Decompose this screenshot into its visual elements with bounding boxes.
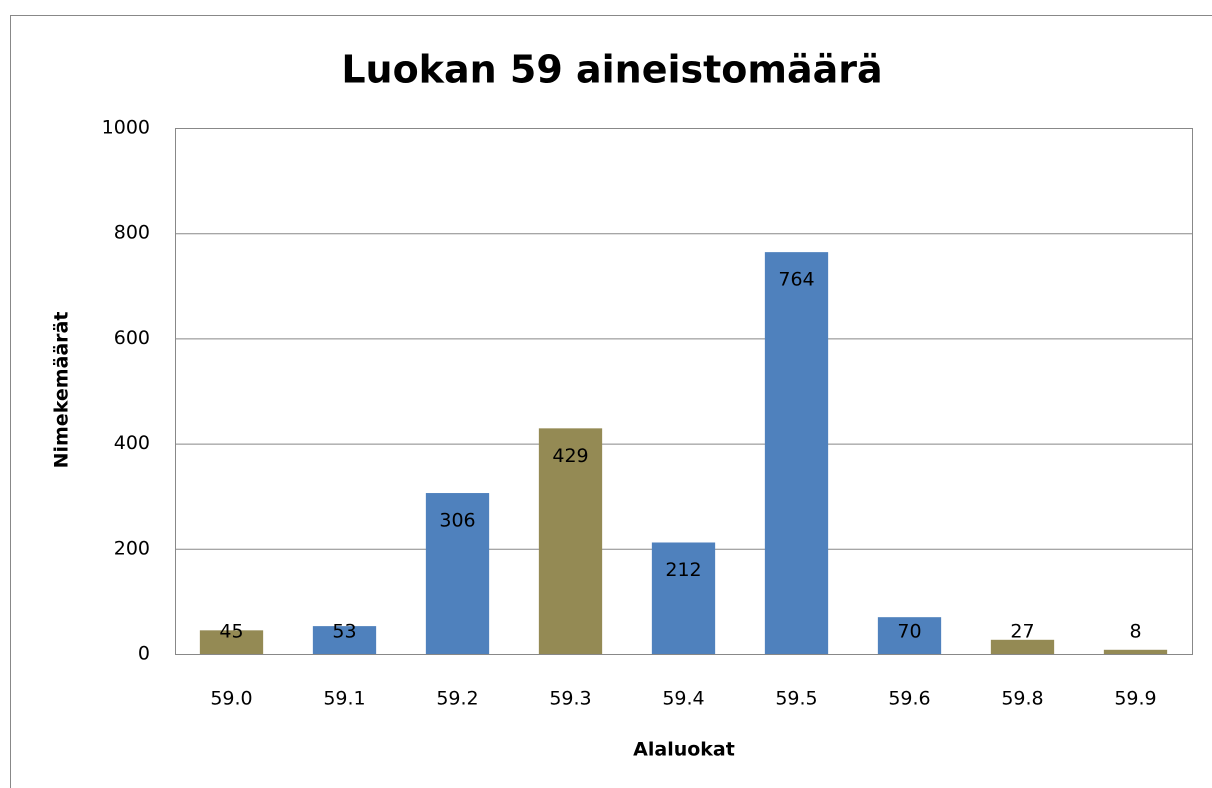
y-tick-label: 400 — [114, 432, 150, 454]
data-label: 306 — [439, 510, 475, 532]
bar — [199, 630, 264, 654]
y-tick-label: 200 — [114, 537, 150, 559]
data-label: 429 — [552, 445, 588, 467]
data-label: 45 — [219, 621, 243, 643]
y-tick-label: 0 — [138, 643, 150, 665]
y-tick-label: 1000 — [102, 117, 150, 139]
data-label: 70 — [897, 621, 921, 643]
x-tick-label: 59.3 — [549, 688, 591, 710]
bar — [425, 493, 490, 654]
x-tick-label: 59.4 — [662, 688, 704, 710]
bar — [764, 252, 829, 655]
bar — [538, 428, 603, 654]
x-tick-label: 59.2 — [436, 688, 478, 710]
x-tick-label: 59.8 — [1001, 688, 1043, 710]
bar — [877, 617, 942, 654]
y-tick-label: 800 — [114, 222, 150, 244]
y-axis-label: Nimekemäärät — [51, 312, 73, 469]
x-tick-label: 59.6 — [888, 688, 930, 710]
x-tick-label: 59.9 — [1114, 688, 1156, 710]
bar — [1103, 649, 1168, 654]
chart-frame — [10, 15, 1212, 788]
data-label: 53 — [332, 621, 356, 643]
bar — [312, 626, 377, 654]
chart-title: Luokan 59 aineistomäärä — [341, 48, 882, 92]
data-label: 212 — [665, 559, 701, 581]
x-tick-label: 59.0 — [210, 688, 252, 710]
x-tick-label: 59.1 — [323, 688, 365, 710]
x-axis-label: Alaluokat — [633, 739, 735, 761]
data-label: 8 — [1129, 621, 1141, 643]
bar — [990, 639, 1055, 654]
data-label: 27 — [1010, 621, 1034, 643]
bar — [651, 542, 716, 654]
y-tick-label: 600 — [114, 327, 150, 349]
x-tick-label: 59.5 — [775, 688, 817, 710]
data-label: 764 — [778, 269, 814, 291]
